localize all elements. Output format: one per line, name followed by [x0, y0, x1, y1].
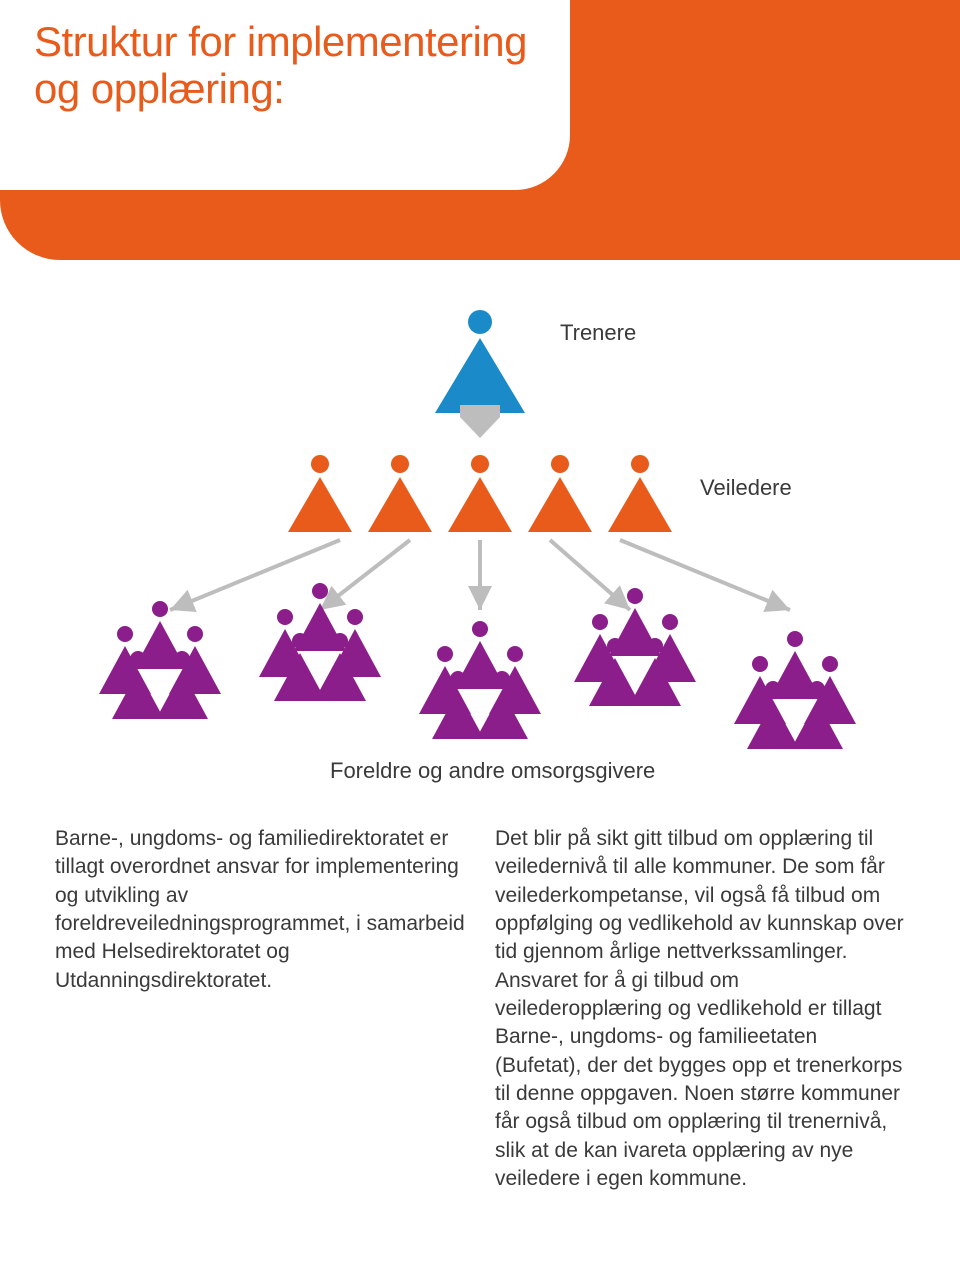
parent-cluster-4: [734, 631, 856, 749]
fan-arrow-0: [170, 540, 340, 610]
fan-arrow-4: [620, 540, 790, 610]
label-supervisors: Veiledere: [700, 475, 792, 501]
supervisor-figure-4: [608, 455, 672, 532]
arrow-down-icon: [460, 405, 500, 438]
fan-arrow-1: [320, 540, 410, 610]
parent-cluster-1: [259, 583, 381, 701]
parent-cluster-3: [574, 588, 696, 706]
supervisor-figure-3: [528, 455, 592, 532]
supervisor-figure-0: [288, 455, 352, 532]
header-block: Struktur for implementering og opplæring…: [0, 0, 960, 260]
supervisor-figure-2: [448, 455, 512, 532]
parent-cluster-0: [99, 601, 221, 719]
body-columns: Barne-, ungdoms- og familiedirektoratet …: [55, 825, 905, 1193]
supervisor-figure-1: [368, 455, 432, 532]
hierarchy-diagram: Trenere Veiledere Foreldre og andre omso…: [0, 280, 960, 800]
body-col-right: Det blir på sikt gitt tilbud om opplærin…: [495, 825, 905, 1193]
title-line-2: og opplæring:: [34, 65, 540, 112]
parent-cluster-2: [419, 621, 541, 739]
header-tab: Struktur for implementering og opplæring…: [0, 0, 570, 190]
title-line-1: Struktur for implementering: [34, 18, 540, 65]
trainer-figure: [435, 310, 525, 413]
fan-arrow-3: [550, 540, 630, 610]
body-col-left: Barne-, ungdoms- og familiedirektoratet …: [55, 825, 465, 1193]
label-parents: Foreldre og andre omsorgsgivere: [330, 758, 655, 784]
label-trainers: Trenere: [560, 320, 636, 346]
